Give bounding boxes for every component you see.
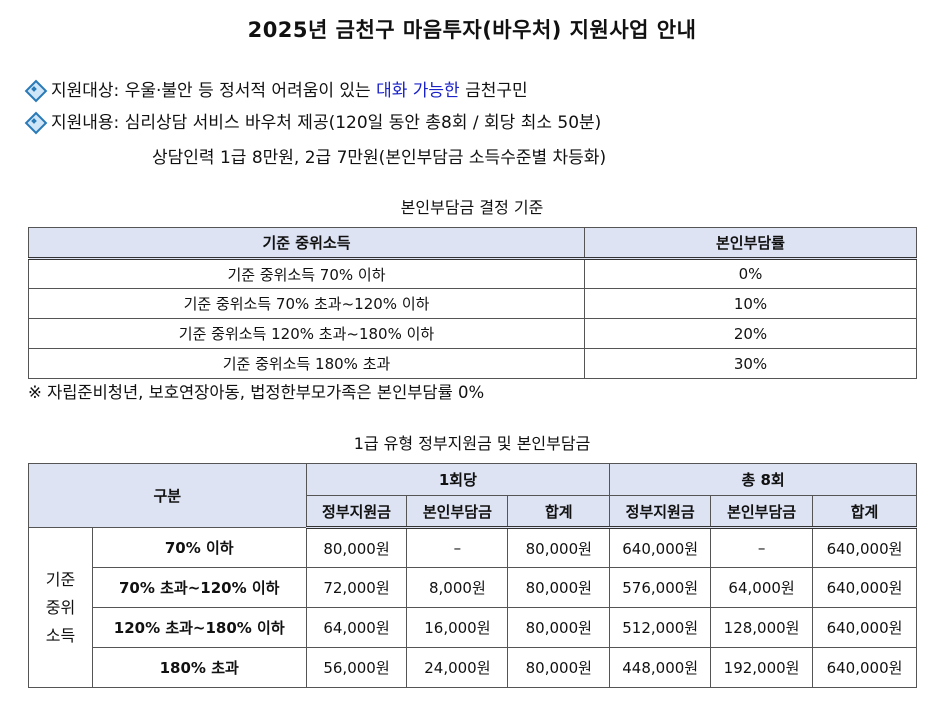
table-cell: – bbox=[406, 527, 509, 568]
table-row: 70% 초과~120% 이하 72,000원 8,000원 80,000원 57… bbox=[29, 567, 917, 608]
side-label-line: 기준 bbox=[45, 569, 76, 589]
page-title: 2025년 금천구 마음투자(바우처) 지원사업 안내 bbox=[247, 18, 697, 42]
table-cell: 기준 중위소득 70% 이하 bbox=[28, 258, 585, 289]
table-row: 120% 초과~180% 이하 64,000원 16,000원 80,000원 … bbox=[29, 607, 917, 648]
table-header-cell: 기준 중위소득 bbox=[28, 227, 585, 260]
grade1-support-table: 구분 1회당 총 8회 정부지원금 본인부담금 합계 정부지원금 본인부담금 합… bbox=[28, 463, 917, 688]
table-cell: 기준 중위소득 120% 초과~180% 이하 bbox=[28, 318, 585, 349]
table-header-cell: 합계 bbox=[812, 495, 917, 529]
row-label: 180% 초과 bbox=[91, 647, 307, 688]
table-cell: 20% bbox=[584, 318, 917, 349]
table-header-cell: 합계 bbox=[507, 495, 611, 529]
table-cell: 기준 중위소득 70% 초과~120% 이하 bbox=[28, 288, 585, 319]
table-header-cell: 본인부담금 bbox=[710, 495, 814, 529]
table-cell: 80,000원 bbox=[305, 527, 408, 568]
support-target-line: 지원대상: 우울·불안 등 정서적 어려움이 있는 대화 가능한 금천구민 bbox=[26, 76, 528, 101]
category-header-cell: 구분 bbox=[28, 463, 307, 528]
table-cell: 576,000원 bbox=[609, 567, 712, 608]
diamond-bullet-icon bbox=[26, 113, 43, 130]
table-cell: 192,000원 bbox=[710, 647, 814, 688]
table-cell: 80,000원 bbox=[507, 567, 611, 608]
diamond-bullet-icon bbox=[26, 81, 43, 98]
table-cell: 기준 중위소득 180% 초과 bbox=[28, 348, 585, 379]
table-header-cell: 정부지원금 bbox=[305, 495, 408, 529]
table-cell: 80,000원 bbox=[507, 527, 611, 568]
table-header-row: 구분 1회당 총 8회 bbox=[28, 463, 917, 528]
table-cell: 128,000원 bbox=[710, 607, 814, 648]
total-sessions-group-header: 총 8회 bbox=[609, 463, 917, 496]
table-header-cell: 본인부담률 bbox=[584, 227, 917, 260]
table-cell: 640,000원 bbox=[812, 607, 917, 648]
support-content-label: 지원내용: bbox=[51, 113, 120, 133]
table-cell: 64,000원 bbox=[710, 567, 814, 608]
table-cell: 64,000원 bbox=[305, 607, 408, 648]
table-header-cell: 정부지원금 bbox=[609, 495, 712, 529]
per-session-group-header: 1회당 bbox=[305, 463, 611, 496]
table-cell: 0% bbox=[584, 258, 917, 289]
support-content-text: 심리상담 서비스 바우처 제공(120일 동안 총8회 / 회당 최소 50분) bbox=[119, 113, 602, 133]
table-cell: 640,000원 bbox=[812, 567, 917, 608]
table-subheader-row: 정부지원금 본인부담금 합계 정부지원금 본인부담금 합계 bbox=[29, 495, 917, 529]
table-cell: 640,000원 bbox=[812, 647, 917, 688]
side-label-line: 중위 bbox=[45, 597, 76, 617]
table-row: 기준 중위소득 70% 초과~120% 이하 10% bbox=[28, 288, 917, 319]
support-target-highlight: 대화 가능한 bbox=[376, 81, 460, 101]
support-content-line: 지원내용: 심리상담 서비스 바우처 제공(120일 동안 총8회 / 회당 최… bbox=[26, 108, 601, 133]
row-label: 70% 초과~120% 이하 bbox=[91, 567, 307, 608]
table-cell: 8,000원 bbox=[406, 567, 509, 608]
median-income-side-label: 기준 중위 소득 bbox=[28, 527, 93, 688]
table-header-row: 기준 중위소득 본인부담률 bbox=[28, 227, 917, 260]
table-cell: – bbox=[710, 527, 814, 568]
copay-rate-table: 기준 중위소득 본인부담률 기준 중위소득 70% 이하 0% 기준 중위소득 … bbox=[28, 227, 917, 379]
copay-exemption-note: ※ 자립준비청년, 보호연장아동, 법정한부모가족은 본인부담률 0% bbox=[28, 383, 485, 402]
table-header-cell: 본인부담금 bbox=[406, 495, 509, 529]
table-cell: 56,000원 bbox=[305, 647, 408, 688]
table-cell: 30% bbox=[584, 348, 917, 379]
table-row: 기준 중위소득 180% 초과 30% bbox=[28, 348, 917, 379]
table-row: 기준 중위소득 120% 초과~180% 이하 20% bbox=[28, 318, 917, 349]
table-cell: 640,000원 bbox=[812, 527, 917, 568]
table1-caption: 본인부담금 결정 기준 bbox=[400, 198, 544, 217]
table-row: 180% 초과 56,000원 24,000원 80,000원 448,000원… bbox=[29, 647, 917, 688]
table-cell: 24,000원 bbox=[406, 647, 509, 688]
table-cell: 72,000원 bbox=[305, 567, 408, 608]
side-label-line: 소득 bbox=[45, 625, 76, 645]
table-cell: 16,000원 bbox=[406, 607, 509, 648]
table-cell: 80,000원 bbox=[507, 607, 611, 648]
table-row: 기준 중위소득 70% 이하 0% bbox=[28, 258, 917, 289]
table-cell: 448,000원 bbox=[609, 647, 712, 688]
table-row: 기준 중위 소득 70% 이하 80,000원 – 80,000원 640,00… bbox=[28, 527, 917, 688]
row-label: 120% 초과~180% 이하 bbox=[91, 607, 307, 648]
table2-caption: 1급 유형 정부지원금 및 본인부담금 bbox=[353, 434, 591, 453]
support-target-label: 지원대상: bbox=[51, 81, 120, 101]
support-target-text-post: 금천구민 bbox=[459, 81, 528, 101]
table-cell: 10% bbox=[584, 288, 917, 319]
row-label: 70% 이하 bbox=[91, 527, 307, 568]
table-cell: 80,000원 bbox=[507, 647, 611, 688]
support-content-line2: 상담인력 1급 8만원, 2급 7만원(본인부담금 소득수준별 차등화) bbox=[152, 148, 607, 168]
support-target-text-pre: 우울·불안 등 정서적 어려움이 있는 bbox=[119, 81, 377, 101]
table-cell: 512,000원 bbox=[609, 607, 712, 648]
table-cell: 640,000원 bbox=[609, 527, 712, 568]
